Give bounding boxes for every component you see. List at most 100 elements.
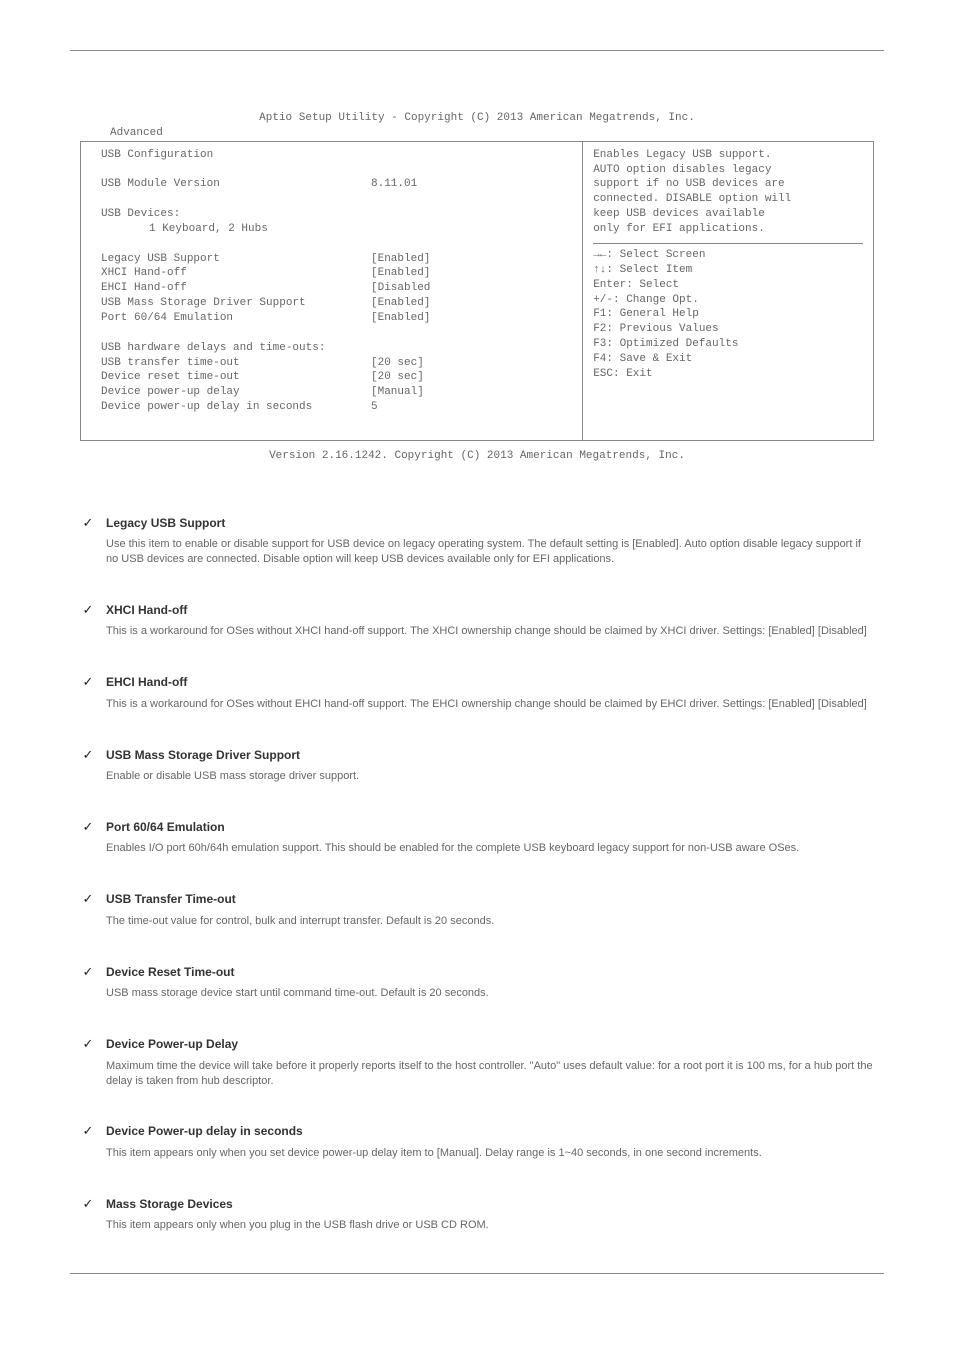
- nav-line: F1: General Help: [593, 307, 863, 322]
- option-name: Port 60/64 Emulation: [106, 819, 225, 835]
- option-name: USB Transfer Time-out: [106, 891, 236, 907]
- section-title: USB Configuration: [101, 148, 570, 163]
- option-description: The time-out value for control, bulk and…: [106, 914, 874, 929]
- option-block: ✓ Device Power-up delay in seconds This it…: [80, 1122, 874, 1160]
- option-block: ✓Port 60/64 Emulation Enables I/O port 60…: [80, 818, 874, 856]
- timeout-value[interactable]: 5: [371, 400, 570, 415]
- setting-row[interactable]: EHCI Hand-off[Disabled: [101, 281, 570, 296]
- option-head: ✓ Device Power-up delay in seconds: [80, 1122, 874, 1140]
- bios-header-text: Aptio Setup Utility - Copyright (C) 2013…: [259, 112, 695, 124]
- option-head: ✓ Mass Storage Devices: [80, 1195, 874, 1213]
- module-version-row: USB Module Version 8.11.01: [101, 177, 570, 192]
- timeout-row[interactable]: Device power-up delay[Manual]: [101, 385, 570, 400]
- help-line: only for EFI applications.: [593, 222, 863, 237]
- setting-value[interactable]: [Disabled: [371, 281, 570, 296]
- timeout-label: Device power-up delay: [101, 385, 371, 400]
- option-block: ✓ USB Transfer Time-out The time-out value…: [80, 890, 874, 928]
- option-description: This is a workaround for OSes without XH…: [106, 624, 874, 639]
- top-rule: [70, 50, 884, 51]
- setting-value[interactable]: [Enabled]: [371, 311, 570, 326]
- option-block: ✓ Device Reset Time-out USB mass storage d…: [80, 963, 874, 1001]
- nav-line: Enter: Select: [593, 278, 863, 293]
- module-version-value: 8.11.01: [371, 177, 570, 192]
- setting-label: Port 60/64 Emulation: [101, 311, 371, 326]
- setting-value[interactable]: [Enabled]: [371, 296, 570, 311]
- option-description: Use this item to enable or disable suppo…: [106, 537, 874, 567]
- tab-advanced[interactable]: Advanced: [110, 127, 163, 139]
- timeout-value[interactable]: [20 sec]: [371, 370, 570, 385]
- setting-row[interactable]: USB Mass Storage Driver Support[Enabled]: [101, 296, 570, 311]
- help-line: keep USB devices available: [593, 207, 863, 222]
- timeout-label: USB transfer time-out: [101, 356, 371, 371]
- bios-left-pane: USB Configuration USB Module Version 8.1…: [81, 142, 582, 440]
- timeout-row[interactable]: USB transfer time-out[20 sec]: [101, 356, 570, 371]
- timeout-value[interactable]: [Manual]: [371, 385, 570, 400]
- check-icon: ✓: [80, 746, 96, 764]
- option-description: USB mass storage device start until comm…: [106, 986, 874, 1001]
- bios-version-text: Version 2.16.1242. Copyright (C) 2013 Am…: [269, 450, 685, 462]
- option-name: Legacy USB Support: [106, 515, 225, 531]
- option-name: Device Power-up Delay: [106, 1036, 238, 1052]
- option-head: ✓ USB Mass Storage Driver Support: [80, 746, 874, 764]
- check-icon: ✓: [80, 673, 96, 691]
- check-icon: ✓: [80, 1035, 96, 1053]
- option-name: USB Mass Storage Driver Support: [106, 747, 300, 763]
- help-line: AUTO option disables legacy: [593, 163, 863, 178]
- nav-line: F2: Previous Values: [593, 322, 863, 337]
- option-name: XHCI Hand-off: [106, 602, 187, 618]
- option-block: ✓ Legacy USB Support Use this item to enab…: [80, 514, 874, 567]
- option-name: Device Power-up delay in seconds: [106, 1123, 303, 1139]
- setting-value[interactable]: [Enabled]: [371, 252, 570, 267]
- option-head: ✓ XHCI Hand-off: [80, 601, 874, 619]
- setting-row[interactable]: Port 60/64 Emulation[Enabled]: [101, 311, 570, 326]
- option-block: ✓ XHCI Hand-off This is a workaround for O…: [80, 601, 874, 639]
- module-version-label: USB Module Version: [101, 177, 371, 192]
- option-head: ✓Port 60/64 Emulation: [80, 818, 874, 836]
- option-block: ✓ Device Power-up Delay Maximum time the d…: [80, 1035, 874, 1088]
- bios-window: USB Configuration USB Module Version 8.1…: [80, 141, 874, 441]
- option-description: Enables I/O port 60h/64h emulation suppo…: [106, 841, 874, 856]
- setting-row[interactable]: Legacy USB Support[Enabled]: [101, 252, 570, 267]
- check-icon: ✓: [80, 601, 96, 619]
- setting-row[interactable]: XHCI Hand-off[Enabled]: [101, 266, 570, 281]
- timeout-value[interactable]: [20 sec]: [371, 356, 570, 371]
- timeout-row[interactable]: Device power-up delay in seconds5: [101, 400, 570, 415]
- option-name: EHCI Hand-off: [106, 674, 187, 690]
- usb-devices-label: USB Devices:: [101, 207, 570, 222]
- timeouts-header: USB hardware delays and time-outs:: [101, 341, 570, 356]
- option-block: ✓ EHCI Hand-off This is a workaround for O…: [80, 673, 874, 711]
- setting-label: Legacy USB Support: [101, 252, 371, 267]
- check-icon: ✓: [80, 963, 96, 981]
- option-description: Maximum time the device will take before…: [106, 1059, 874, 1089]
- setting-label: XHCI Hand-off: [101, 266, 371, 281]
- option-description: This item appears only when you set devi…: [106, 1146, 874, 1161]
- check-icon: ✓: [80, 1122, 96, 1140]
- setting-label: USB Mass Storage Driver Support: [101, 296, 371, 311]
- timeout-row[interactable]: Device reset time-out[20 sec]: [101, 370, 570, 385]
- option-head: ✓ Legacy USB Support: [80, 514, 874, 532]
- nav-keys: →←: Select Screen↑↓: Select ItemEnter: S…: [593, 248, 863, 382]
- timeout-label: Device reset time-out: [101, 370, 371, 385]
- check-icon: ✓: [80, 1195, 96, 1213]
- nav-line: F3: Optimized Defaults: [593, 337, 863, 352]
- option-name: Device Reset Time-out: [106, 964, 235, 980]
- help-line: Enables Legacy USB support.: [593, 148, 863, 163]
- options-description-list: ✓ Legacy USB Support Use this item to enab…: [80, 514, 874, 1234]
- timeout-label: Device power-up delay in seconds: [101, 400, 371, 415]
- option-description: This item appears only when you plug in …: [106, 1218, 874, 1233]
- help-line: support if no USB devices are: [593, 177, 863, 192]
- bottom-rule: [70, 1273, 884, 1274]
- option-description: This is a workaround for OSes without EH…: [106, 697, 874, 712]
- bios-right-pane: Enables Legacy USB support.AUTO option d…: [582, 142, 873, 440]
- option-description: Enable or disable USB mass storage drive…: [106, 769, 874, 784]
- option-head: ✓ Device Reset Time-out: [80, 963, 874, 981]
- setting-label: EHCI Hand-off: [101, 281, 371, 296]
- bios-version-footer: Version 2.16.1242. Copyright (C) 2013 Am…: [0, 449, 954, 464]
- setting-value[interactable]: [Enabled]: [371, 266, 570, 281]
- option-head: ✓ USB Transfer Time-out: [80, 890, 874, 908]
- option-name: Mass Storage Devices: [106, 1196, 233, 1212]
- nav-line: +/-: Change Opt.: [593, 293, 863, 308]
- option-head: ✓ Device Power-up Delay: [80, 1035, 874, 1053]
- check-icon: ✓: [80, 514, 96, 532]
- check-icon: ✓: [80, 890, 96, 908]
